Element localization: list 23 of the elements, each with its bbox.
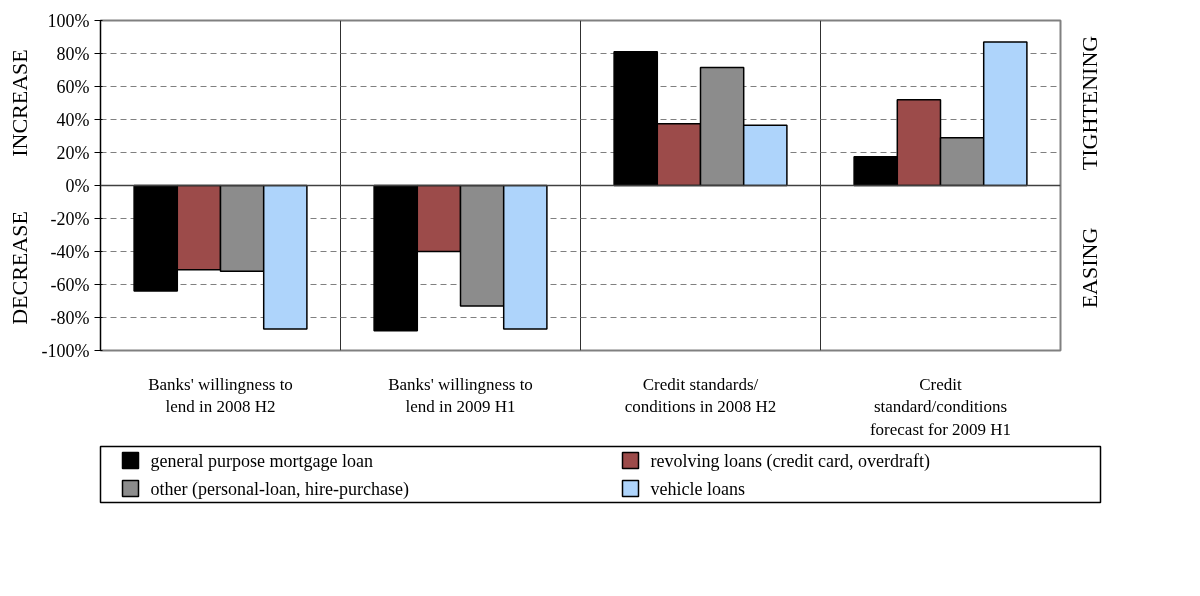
legend-label: other (personal-loan, hire-purchase) — [150, 478, 409, 500]
y-tick-label: -40% — [50, 241, 90, 262]
y-tick-label: 80% — [56, 43, 90, 64]
y-tick-label: -80% — [50, 307, 90, 328]
y-tick-label: -60% — [50, 274, 90, 295]
text: INCREASE — [7, 49, 32, 157]
y-tick-label: 100% — [47, 10, 90, 31]
text: TIGHTENING — [1077, 35, 1102, 171]
legend-label: vehicle loans — [650, 478, 745, 499]
text: EASING — [1077, 227, 1102, 309]
y-tick-label: 20% — [56, 142, 90, 163]
x-tick-label: Banks' willingness to lend in 2008 H2 — [148, 374, 293, 417]
y-tick-label: 60% — [56, 76, 90, 97]
legend-label: revolving loans (credit card, overdraft) — [650, 450, 930, 472]
text: DECREASE — [7, 211, 32, 325]
y-tick-label: -20% — [50, 208, 90, 229]
legend-label: general purpose mortgage loan — [150, 450, 373, 471]
y-tick-label: 40% — [56, 109, 90, 130]
x-tick-label: Credit standards/ conditions in 2008 H2 — [624, 374, 777, 417]
y-tick-label: -100% — [41, 340, 90, 361]
x-tick-label: Credit standard/conditions forecast for 2009 H1 — [869, 374, 1012, 440]
y-tick-label: 0% — [65, 175, 90, 196]
x-tick-label: Banks' willingness to lend in 2009 H1 — [388, 374, 533, 417]
